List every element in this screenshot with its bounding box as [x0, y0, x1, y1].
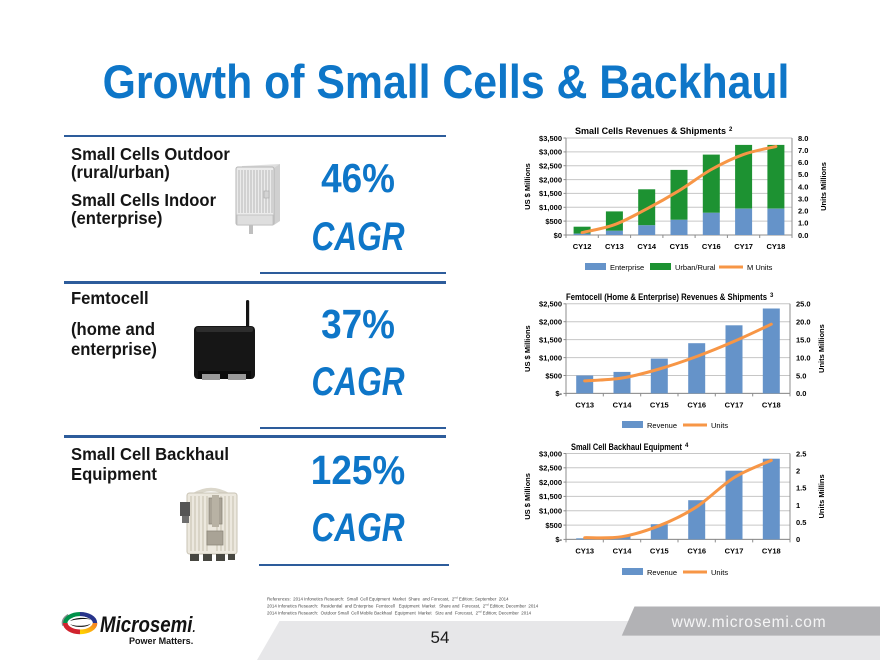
svg-text:$2,500: $2,500 [539, 300, 562, 309]
svg-text:1.0: 1.0 [798, 219, 808, 228]
svg-text:$2,000: $2,000 [539, 318, 562, 327]
svg-text:US $ Millions: US $ Millions [523, 163, 532, 210]
svg-text:CY17: CY17 [725, 400, 744, 409]
svg-text:CY17: CY17 [734, 242, 753, 251]
svg-text:25.0: 25.0 [796, 300, 811, 309]
svg-text:$500: $500 [545, 217, 562, 226]
svg-text:$2,500: $2,500 [539, 162, 562, 171]
svg-text:Femtocell (Home & Enterprise): Femtocell (Home & Enterprise) Revenues &… [566, 292, 767, 302]
svg-text:CY16: CY16 [702, 242, 721, 251]
svg-text:$-: $- [555, 389, 562, 398]
svg-text:15.0: 15.0 [796, 335, 811, 344]
svg-text:CY15: CY15 [650, 546, 669, 555]
svg-text:US $ Millions: US $ Millions [523, 325, 532, 372]
svg-text:Urban/Rural: Urban/Rural [675, 263, 716, 272]
svg-text:$3,000: $3,000 [539, 148, 562, 157]
svg-text:0.0: 0.0 [796, 389, 806, 398]
svg-text:CY13: CY13 [575, 400, 594, 409]
svg-text:$0: $0 [554, 231, 562, 240]
svg-text:CY16: CY16 [687, 546, 706, 555]
svg-text:5.0: 5.0 [798, 170, 808, 179]
svg-text:1.5: 1.5 [796, 484, 806, 493]
svg-text:CY15: CY15 [670, 242, 689, 251]
svg-text:3.0: 3.0 [798, 194, 808, 203]
svg-text:CY14: CY14 [637, 242, 657, 251]
svg-text:Small Cells Revenues & Shipmen: Small Cells Revenues & Shipments [575, 126, 726, 136]
svg-text:6.0: 6.0 [798, 158, 808, 167]
svg-text:CY14: CY14 [613, 400, 633, 409]
svg-text:CY18: CY18 [767, 242, 786, 251]
svg-text:CY13: CY13 [605, 242, 624, 251]
svg-text:CY15: CY15 [650, 400, 669, 409]
svg-text:8.0: 8.0 [798, 134, 808, 143]
svg-text:2.0: 2.0 [798, 207, 808, 216]
svg-text:Units Millions: Units Millions [817, 324, 826, 373]
svg-text:US $ Millions: US $ Millions [523, 473, 532, 520]
svg-text:$3,000: $3,000 [539, 449, 562, 458]
svg-text:Units Millins: Units Millins [817, 474, 826, 518]
svg-text:7.0: 7.0 [798, 146, 808, 155]
svg-text:$2,500: $2,500 [539, 464, 562, 473]
svg-text:$1,500: $1,500 [539, 492, 562, 501]
svg-text:2: 2 [796, 467, 800, 476]
svg-text:$1,000: $1,000 [539, 203, 562, 212]
svg-text:0: 0 [796, 535, 800, 544]
svg-text:Enterprise: Enterprise [610, 263, 644, 272]
svg-text:Revenue: Revenue [647, 421, 677, 430]
svg-text:$-: $- [555, 535, 562, 544]
svg-text:1: 1 [796, 501, 800, 510]
svg-text:CY12: CY12 [573, 242, 592, 251]
svg-text:$2,000: $2,000 [539, 478, 562, 487]
svg-text:Small Cell Backhaul Equipment: Small Cell Backhaul Equipment [571, 442, 682, 452]
svg-text:Units: Units [711, 568, 728, 577]
svg-text:CY18: CY18 [762, 546, 781, 555]
svg-text:Units: Units [711, 421, 728, 430]
svg-text:0.0: 0.0 [798, 231, 808, 240]
svg-text:5.0: 5.0 [796, 371, 806, 380]
svg-text:www.microsemi.com: www.microsemi.com [671, 614, 827, 631]
svg-text:2.5: 2.5 [796, 449, 806, 458]
svg-text:$2,000: $2,000 [539, 175, 562, 184]
svg-text:4.0: 4.0 [798, 182, 808, 191]
svg-text:$3,500: $3,500 [539, 134, 562, 143]
svg-text:3: 3 [770, 293, 774, 299]
svg-text:CY16: CY16 [687, 400, 706, 409]
svg-text:$1,500: $1,500 [539, 189, 562, 198]
svg-text:CY18: CY18 [762, 400, 781, 409]
svg-text:CY13: CY13 [575, 546, 594, 555]
svg-text:$500: $500 [545, 521, 562, 530]
svg-text:$1,500: $1,500 [539, 335, 562, 344]
svg-text:10.0: 10.0 [796, 353, 811, 362]
svg-text:$500: $500 [545, 371, 562, 380]
svg-text:M Units: M Units [747, 263, 773, 272]
svg-text:0.5: 0.5 [796, 518, 806, 527]
svg-text:$1,000: $1,000 [539, 353, 562, 362]
svg-text:CY14: CY14 [613, 546, 633, 555]
svg-text:Units Millions: Units Millions [819, 162, 828, 211]
svg-text:Revenue: Revenue [647, 568, 677, 577]
svg-text:CY17: CY17 [725, 546, 744, 555]
svg-text:20.0: 20.0 [796, 318, 811, 327]
svg-text:4: 4 [685, 443, 689, 449]
svg-text:2: 2 [729, 127, 733, 133]
svg-text:$1,000: $1,000 [539, 507, 562, 516]
